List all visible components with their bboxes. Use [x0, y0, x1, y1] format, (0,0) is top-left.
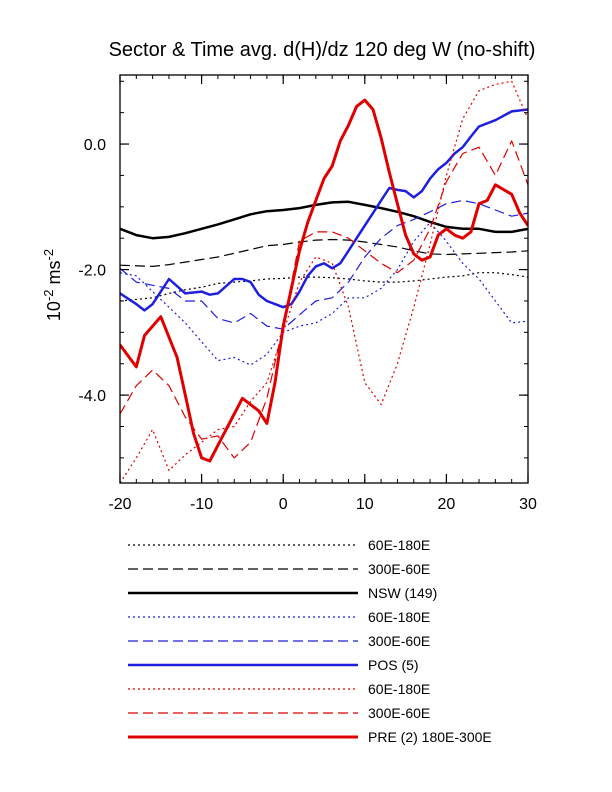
legend-label-4: 300E-60E — [368, 633, 430, 649]
y-axis-label-exp2: -2 — [41, 249, 56, 261]
legend-label-6: 60E-180E — [368, 681, 430, 697]
series-line-0 — [120, 272, 528, 302]
x-tick-label: -10 — [190, 496, 213, 513]
x-tick-label: 0 — [279, 496, 288, 513]
series-layer — [120, 80, 528, 483]
legend: 60E-180E 300E-60E NSW (149) 60E-180E 300E-60… — [128, 537, 492, 745]
series-line-5 — [120, 108, 528, 312]
y-axis-label: 10-2 ms-2 — [41, 249, 64, 321]
legend-label-8: PRE (2) 180E-300E — [368, 729, 492, 745]
series-line-3 — [120, 221, 528, 366]
chart-title: Sector & Time avg. d(H)/dz 120 deg W (no… — [109, 39, 536, 61]
x-tick-label: 30 — [519, 496, 537, 513]
y-tick-label: -4.0 — [78, 388, 106, 405]
y-tick-label: 0.0 — [84, 137, 106, 154]
svg-text:10-2 ms-2: 10-2 ms-2 — [41, 249, 64, 321]
y-axis-label-exp1: -2 — [41, 289, 56, 301]
legend-label-5: POS (5) — [368, 657, 419, 673]
legend-label-1: 300E-60E — [368, 561, 430, 577]
x-tick-label: -20 — [108, 496, 131, 513]
y-axis-label-unit: ms — [44, 260, 64, 289]
series-line-2 — [120, 200, 528, 240]
series-line-8 — [120, 98, 528, 463]
legend-label-3: 60E-180E — [368, 609, 430, 625]
legend-label-0: 60E-180E — [368, 537, 430, 553]
x-tick-label: 20 — [438, 496, 456, 513]
plot-frame — [119, 74, 529, 484]
y-axis-label-base: 10 — [44, 301, 64, 321]
x-tick-label: 10 — [356, 496, 374, 513]
legend-label-7: 300E-60E — [368, 705, 430, 721]
axes-layer: -20 -10 0 10 20 30 -4.0 -2.0 0.0 — [78, 74, 537, 513]
legend-label-2: NSW (149) — [368, 585, 437, 601]
series-line-1 — [120, 238, 528, 267]
series-line-6 — [120, 80, 528, 483]
series-line-4 — [120, 199, 528, 330]
y-tick-label: -2.0 — [78, 263, 106, 280]
series-line-7 — [120, 140, 528, 459]
